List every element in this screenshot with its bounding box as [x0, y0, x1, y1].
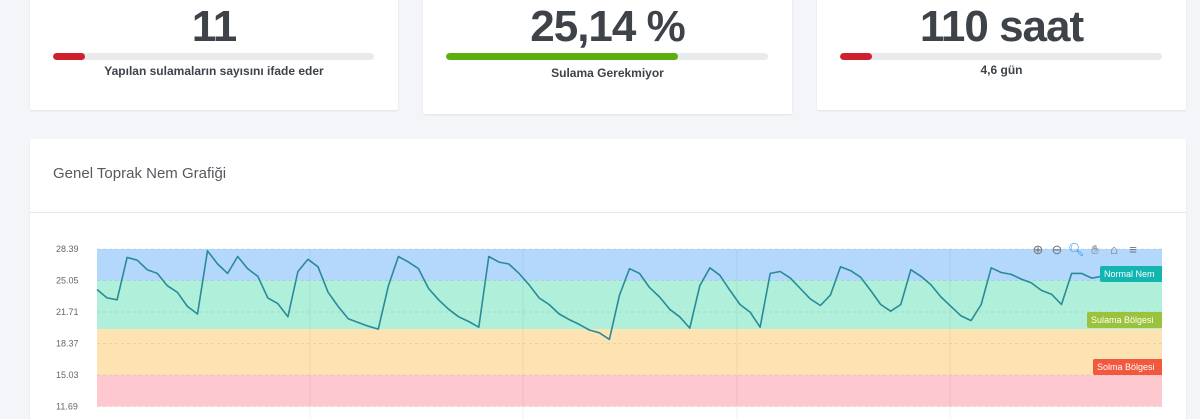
home-reset-icon[interactable]: ⌂ — [1110, 242, 1118, 257]
progress-fill — [840, 53, 873, 60]
y-tick-label: 11.69 — [56, 402, 78, 412]
y-tick-label: 28.39 — [56, 244, 79, 254]
irrigation-count-card: 11 Yapılan sulamaların sayısını ifade ed… — [30, 0, 398, 110]
duration-days: 4,6 gün — [980, 63, 1023, 77]
y-tick-label: 18.37 — [56, 339, 79, 349]
moisture-status: Sulama Gerekmiyor — [551, 66, 664, 80]
irrigation-count-description: Yapılan sulamaların sayısını ifade eder — [104, 64, 324, 78]
duration-value: 110 saat — [919, 2, 1084, 51]
y-tick-label: 21.71 — [56, 307, 79, 317]
band-3 — [97, 375, 1162, 407]
band-1 — [97, 280, 1162, 330]
moisture-progress — [446, 53, 768, 60]
duration-card: 110 saat 4,6 gün — [817, 0, 1186, 110]
band-2 — [97, 329, 1162, 375]
band-label: Solma Bölgesi — [1093, 359, 1162, 375]
y-tick-label: 15.03 — [56, 370, 79, 380]
zoom-in-icon[interactable]: ⊕ — [1032, 242, 1044, 257]
chart-toolbar: ⊕ ⊖ 🔍︎ ✋︎ ⌂ ≡ — [1030, 242, 1141, 258]
irrigation-count-value: 11 — [191, 2, 238, 51]
y-tick-label: 25.05 — [56, 276, 79, 286]
soil-moisture-chart: 28.39 25.05 21.71 18.37 15.03 11.69 — [56, 244, 1162, 419]
menu-icon[interactable]: ≡ — [1129, 242, 1137, 257]
selection-zoom-icon[interactable]: 🔍︎ — [1068, 242, 1085, 257]
band-label: Normal Nem — [1100, 266, 1162, 282]
chart-card-header: Genel Toprak Nem Grafiği — [30, 139, 1186, 213]
moisture-percent-card: 25,14 % Sulama Gerekmiyor — [423, 0, 792, 114]
progress-fill — [53, 53, 86, 60]
band-0 — [97, 249, 1162, 281]
band-label: Sulama Bölgesi — [1087, 312, 1162, 328]
soil-moisture-chart-card: Genel Toprak Nem Grafiği 28.39 25.05 21.71… — [30, 139, 1186, 419]
pan-hand-icon[interactable]: ✋︎ — [1091, 242, 1099, 257]
zoom-out-icon[interactable]: ⊖ — [1051, 242, 1063, 257]
moisture-series-line — [96, 250, 1102, 341]
irrigation-count-progress — [53, 53, 374, 60]
progress-fill — [446, 53, 678, 60]
chart-card-title: Genel Toprak Nem Grafiği — [53, 165, 227, 182]
duration-progress — [840, 53, 1162, 60]
moisture-percent-value: 25,14 % — [530, 2, 685, 51]
